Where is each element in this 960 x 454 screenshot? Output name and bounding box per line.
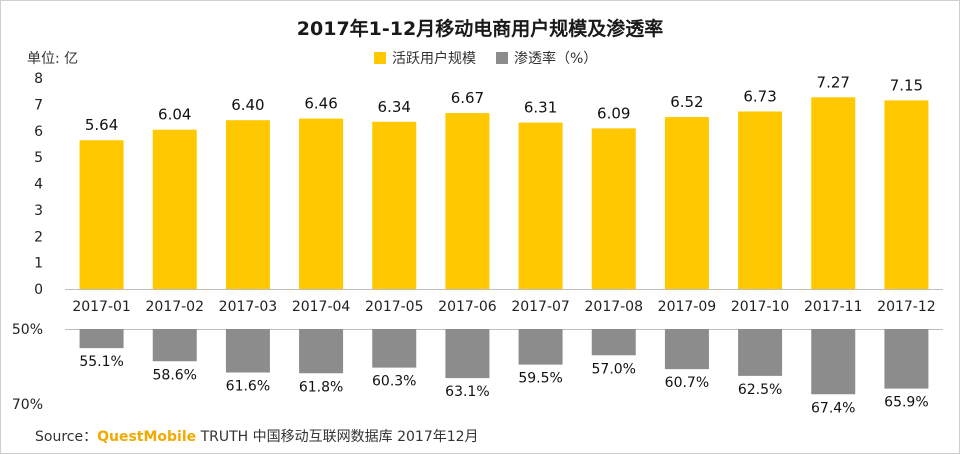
- rate-value-label: 65.9%: [884, 395, 928, 411]
- y-tick-label: 6: [34, 124, 43, 140]
- bar-value-label: 6.40: [231, 96, 264, 114]
- bar-2017-01: [79, 140, 124, 289]
- category-label: 2017-03: [219, 299, 278, 315]
- rate-bar-2017-11: [811, 329, 856, 395]
- rate-bar-2017-08: [591, 329, 636, 356]
- rate-value-label: 57.0%: [592, 361, 636, 377]
- legend-swatch-0: [374, 52, 386, 64]
- rate-bar-2017-02: [152, 329, 197, 362]
- rate-value-label: 59.5%: [518, 371, 562, 387]
- y-tick-label: 3: [34, 203, 43, 219]
- bar-value-label: 7.15: [890, 76, 923, 94]
- bar-value-label: 6.04: [158, 106, 191, 124]
- y-tick-label: 8: [34, 71, 43, 87]
- rate-bar-2017-07: [518, 329, 563, 365]
- bar-value-label: 7.27: [817, 73, 850, 91]
- bar-2017-10: [738, 111, 783, 289]
- y-tick-label: 5: [34, 150, 43, 166]
- rate-y-tick-label: 50%: [12, 322, 43, 338]
- rate-bar-2017-05: [372, 329, 417, 368]
- rate-value-label: 61.6%: [226, 379, 270, 395]
- y-tick-label: 7: [34, 97, 43, 113]
- category-label: 2017-05: [365, 299, 424, 315]
- rate-bar-2017-09: [664, 329, 709, 370]
- rate-value-label: 60.7%: [665, 375, 709, 391]
- rate-value-label: 67.4%: [811, 400, 855, 416]
- bar-value-label: 6.31: [524, 99, 557, 117]
- chart-title: 2017年1-12月移动电商用户规模及渗透率: [297, 17, 663, 40]
- bar-2017-06: [445, 113, 490, 289]
- y-tick-label: 0: [34, 282, 43, 298]
- category-label: 2017-11: [804, 299, 863, 315]
- category-label: 2017-02: [146, 299, 205, 315]
- bar-value-label: 6.73: [743, 87, 776, 105]
- bar-2017-02: [152, 129, 197, 289]
- bar-2017-08: [591, 128, 636, 289]
- bar-value-label: 6.09: [597, 104, 630, 122]
- category-label: 2017-04: [292, 299, 351, 315]
- source-note: Source：QuestMobile TRUTH 中国移动互联网数据库 2017…: [35, 426, 479, 446]
- rate-y-tick-label: 70%: [12, 397, 43, 413]
- legend-label-1: 渗透率（%）: [514, 50, 597, 67]
- rate-bar-2017-12: [884, 329, 929, 389]
- rate-value-label: 60.3%: [372, 374, 416, 390]
- bar-2017-05: [372, 121, 417, 289]
- bar-2017-09: [664, 117, 709, 289]
- source-text: TRUTH 中国移动互联网数据库 2017年12月: [196, 429, 479, 445]
- y-tick-label: 4: [34, 177, 43, 193]
- bar-value-label: 5.64: [85, 116, 118, 134]
- category-label: 2017-10: [731, 299, 790, 315]
- legend-swatch-1: [496, 52, 508, 64]
- bar-2017-12: [884, 100, 929, 289]
- rate-bar-2017-01: [79, 329, 124, 349]
- rate-bar-2017-10: [738, 329, 783, 376]
- legend-label-0: 活跃用户规模: [392, 50, 476, 67]
- bar-2017-04: [299, 118, 344, 290]
- category-label: 2017-01: [72, 299, 131, 315]
- category-label: 2017-06: [438, 299, 497, 315]
- unit-label: 单位: 亿: [27, 51, 78, 67]
- category-label: 2017-08: [585, 299, 644, 315]
- rate-bar-2017-03: [225, 329, 270, 373]
- bar-value-label: 6.46: [304, 95, 337, 113]
- bar-2017-11: [811, 97, 856, 289]
- rate-bar-2017-06: [445, 329, 490, 379]
- y-tick-label: 2: [34, 229, 43, 245]
- source-brand: QuestMobile: [97, 429, 197, 445]
- bar-2017-07: [518, 122, 563, 289]
- rate-bar-2017-04: [299, 329, 344, 374]
- category-label: 2017-09: [658, 299, 717, 315]
- category-label: 2017-07: [511, 299, 570, 315]
- bar-value-label: 6.34: [378, 98, 411, 116]
- y-tick-label: 1: [34, 256, 43, 272]
- bar-value-label: 6.67: [451, 89, 484, 107]
- bar-value-label: 6.52: [670, 93, 703, 111]
- rate-value-label: 61.8%: [299, 379, 343, 395]
- rate-value-label: 55.1%: [79, 354, 123, 370]
- rate-value-label: 58.6%: [153, 367, 197, 383]
- rate-value-label: 63.1%: [445, 384, 489, 400]
- source-prefix: Source：: [35, 429, 98, 445]
- bar-2017-03: [225, 120, 270, 289]
- category-label: 2017-12: [877, 299, 936, 315]
- rate-value-label: 62.5%: [738, 382, 782, 398]
